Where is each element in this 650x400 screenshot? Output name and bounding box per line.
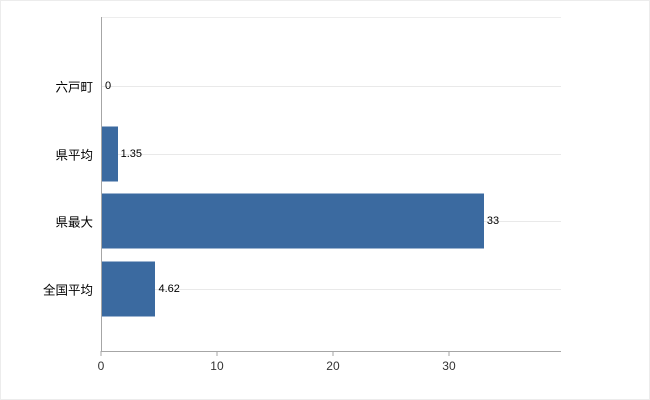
bar	[102, 193, 484, 249]
category-label: 六戸町	[55, 80, 93, 95]
x-axis-tick-mark	[216, 351, 218, 356]
bar-row: 全国平均 4.62	[43, 255, 561, 323]
value-label: 0	[105, 79, 112, 92]
x-axis-tick-mark	[100, 351, 102, 356]
bar-row: 県最大 33	[55, 188, 561, 256]
y-axis-line	[101, 17, 102, 351]
x-axis-tick-mark	[448, 351, 450, 356]
plot-area: 六戸町 0 県平均 1.35 県最大 33 全国平均 4.62 0 10 20 30	[43, 17, 561, 373]
value-label: 4.62	[158, 283, 180, 296]
value-label: 33	[486, 215, 500, 228]
row-guide-line	[102, 85, 561, 87]
plot-top-border	[101, 17, 561, 18]
x-axis-tick-mark	[332, 351, 334, 356]
x-axis-line	[101, 351, 561, 352]
x-axis-tick-label: 10	[210, 359, 224, 373]
x-axis-ticks: 0 10 20 30	[97, 351, 561, 377]
x-axis-tick-label: 30	[442, 359, 456, 373]
x-axis-tick-label: 20	[326, 359, 340, 373]
category-label: 全国平均	[42, 283, 93, 298]
bar-rows: 六戸町 0 県平均 1.35 県最大 33 全国平均 4.62	[43, 52, 561, 323]
value-label: 1.35	[120, 147, 143, 160]
x-axis-tick-label: 0	[97, 359, 105, 373]
category-label: 県平均	[55, 148, 93, 163]
row-guide-line	[102, 153, 561, 155]
bar-row: 六戸町 0	[55, 52, 561, 120]
bar	[102, 261, 156, 317]
bar-row: 県平均 1.35	[55, 120, 561, 188]
bar	[102, 126, 118, 182]
category-label: 県最大	[55, 215, 93, 230]
row-guide-line	[102, 289, 561, 291]
